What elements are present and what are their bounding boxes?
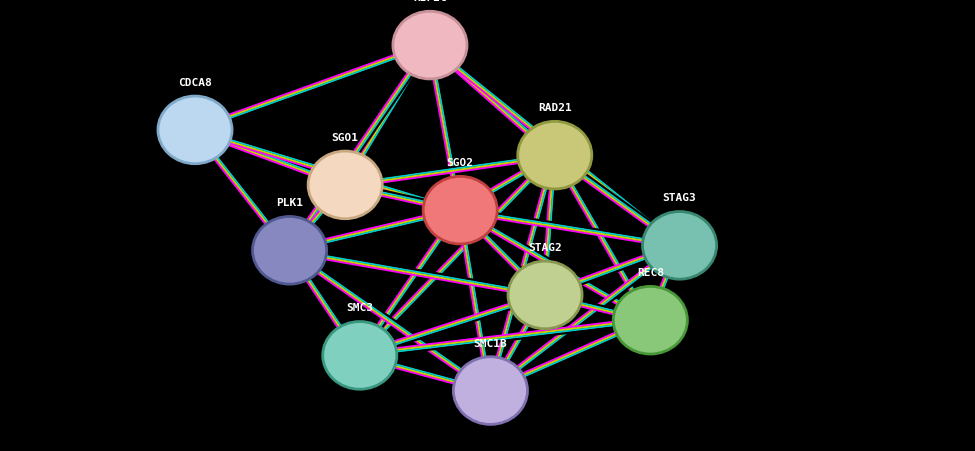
Ellipse shape <box>393 11 467 79</box>
Text: REC8: REC8 <box>637 268 664 278</box>
Ellipse shape <box>518 121 592 189</box>
Text: CDCA8: CDCA8 <box>178 78 212 88</box>
Ellipse shape <box>423 176 497 244</box>
Ellipse shape <box>453 357 527 424</box>
Text: KIF2C: KIF2C <box>413 0 447 3</box>
Ellipse shape <box>613 286 687 354</box>
Ellipse shape <box>508 261 582 329</box>
Ellipse shape <box>158 96 232 164</box>
Text: RAD21: RAD21 <box>538 103 571 113</box>
Ellipse shape <box>323 322 397 389</box>
Ellipse shape <box>308 151 382 219</box>
Ellipse shape <box>253 216 327 284</box>
Text: SMC3: SMC3 <box>346 304 373 313</box>
Ellipse shape <box>643 212 717 279</box>
Text: SGO1: SGO1 <box>332 133 359 143</box>
Text: STAG2: STAG2 <box>528 243 562 253</box>
Text: SGO2: SGO2 <box>447 158 474 168</box>
Text: SMC1B: SMC1B <box>474 339 507 349</box>
Text: STAG3: STAG3 <box>663 193 696 203</box>
Text: PLK1: PLK1 <box>276 198 303 208</box>
